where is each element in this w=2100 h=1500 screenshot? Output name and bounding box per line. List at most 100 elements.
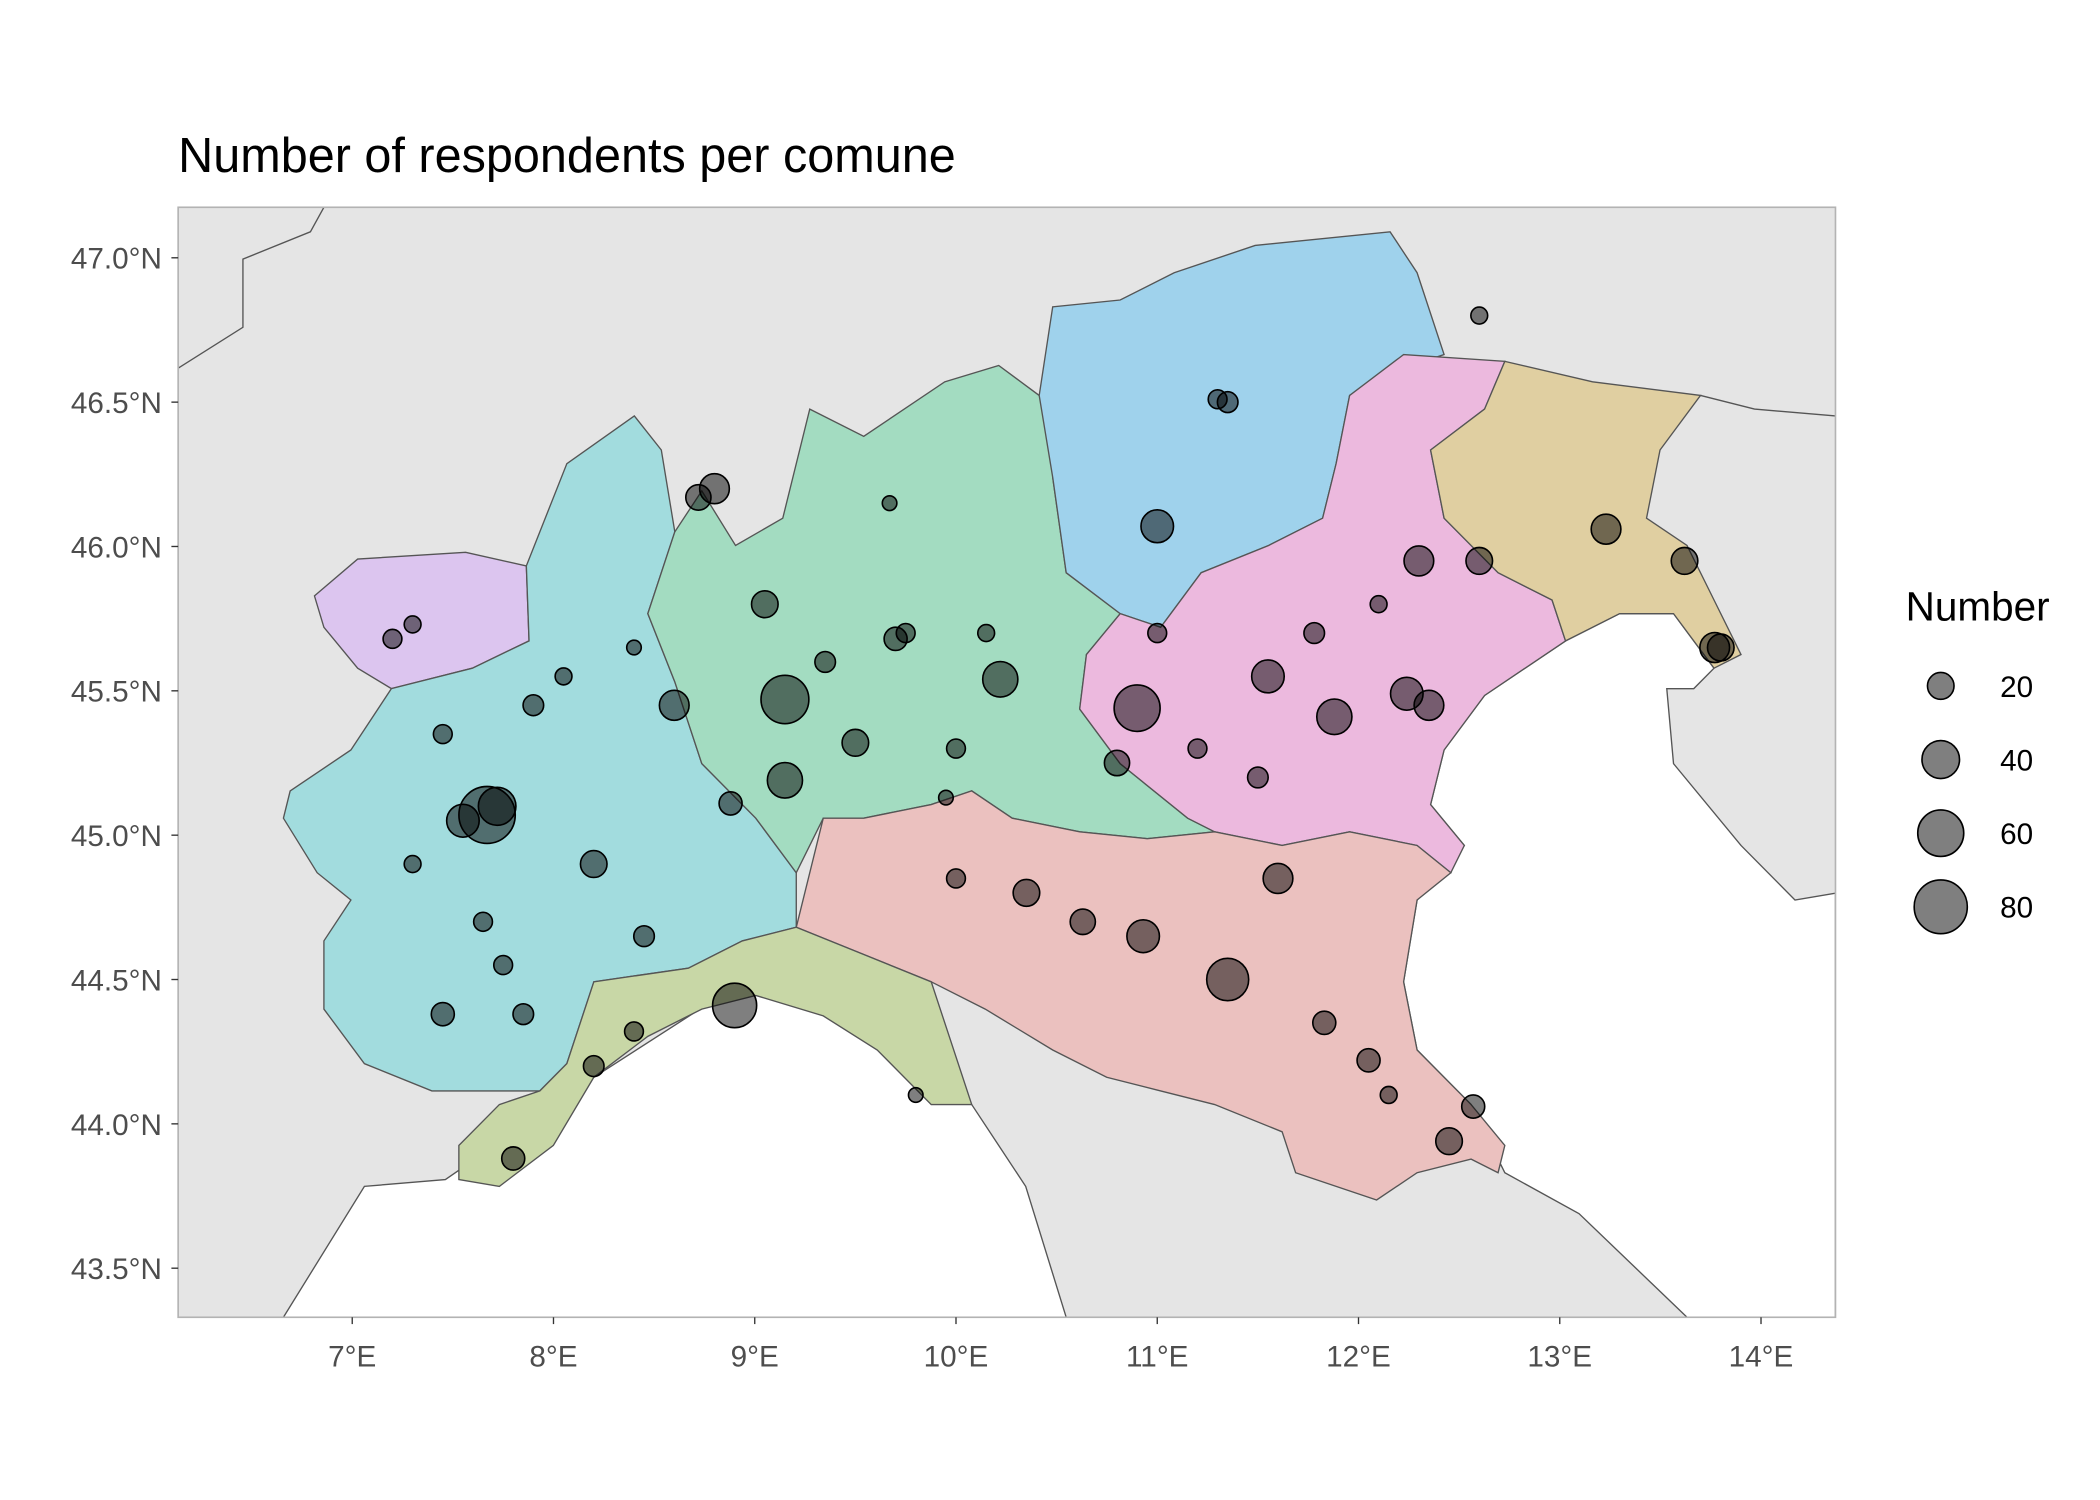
x-tick-label: 8°E [529, 1340, 577, 1373]
respondent-point [1706, 633, 1735, 662]
respondent-point [1670, 546, 1699, 576]
respondent-point [1205, 957, 1250, 1002]
legend-title: Number [1906, 583, 2050, 629]
respondent-point [945, 738, 967, 759]
legend-label: 20 [2000, 671, 2033, 704]
respondent-point [1369, 594, 1388, 614]
legend-key [1926, 671, 1955, 701]
respondent-point [582, 1054, 605, 1078]
respondent-point [500, 1146, 526, 1171]
regions [282, 231, 1742, 1201]
respondent-point [711, 982, 758, 1029]
x-tick-label: 7°E [328, 1340, 376, 1373]
legend-key [1921, 739, 1961, 780]
respondent-point [477, 786, 517, 827]
respondent-point [1465, 546, 1494, 576]
region-friuli [1429, 360, 1742, 670]
respondent-point [1012, 878, 1041, 908]
respondent-point [403, 854, 422, 874]
respondent-point [1147, 622, 1168, 644]
x-tick-label: 14°E [1729, 1340, 1794, 1373]
respondent-point [1311, 1010, 1337, 1036]
respondent-point [492, 954, 514, 976]
chart-title: Number of respondents per comune [178, 129, 956, 183]
respondent-point [1246, 766, 1269, 789]
y-tick-label: 45.5°N [71, 676, 162, 709]
respondent-point [1250, 659, 1286, 694]
respondent-point [1113, 684, 1161, 733]
respondent-point [766, 761, 804, 799]
y-tick-label: 44.0°N [71, 1109, 162, 1142]
legend-label: 40 [2000, 744, 2033, 777]
respondent-point [718, 790, 743, 816]
axes: 7°E 8°E 9°E 10°E 11°E 12°E 13°E 14°E 43.5°N 44.0°… [71, 243, 1793, 1374]
respondent-point [907, 1086, 924, 1104]
respondent-point [1140, 509, 1175, 544]
respondent-point [881, 495, 898, 512]
respondent-point [1315, 698, 1353, 736]
y-tick-label: 46.5°N [71, 387, 162, 420]
respondent-point [976, 623, 996, 643]
respondent-point [1069, 908, 1097, 936]
respondent-point [625, 639, 643, 656]
legend-label: 80 [2000, 892, 2033, 925]
respondent-point [554, 667, 573, 686]
respondent-point [1590, 513, 1622, 545]
respondent-point [623, 1021, 645, 1042]
legend-key [1916, 809, 1965, 858]
respondent-point [632, 924, 656, 948]
respondent-point [1470, 306, 1489, 325]
border-line [1700, 394, 1836, 417]
x-tick-label: 13°E [1527, 1340, 1592, 1373]
respondent-point [1403, 545, 1435, 577]
respondent-point [814, 650, 837, 674]
respondent-point [1187, 738, 1208, 759]
respondent-point [750, 589, 779, 619]
y-tick-label: 47.0°N [71, 243, 162, 276]
legend: Number 20 40 60 80 [1906, 583, 2050, 935]
respondent-point [895, 622, 916, 644]
respondent-point [937, 789, 955, 806]
respondent-point [512, 1002, 535, 1026]
respondent-point [1303, 621, 1326, 645]
x-tick-label: 9°E [731, 1340, 779, 1373]
region-emilia [795, 790, 1506, 1201]
respondent-point [945, 868, 967, 889]
respondent-point [841, 728, 870, 758]
respondent-point [432, 723, 453, 745]
respondent-point [684, 483, 712, 511]
legend-key [1913, 879, 1969, 935]
respondent-point [382, 628, 403, 650]
legend-label: 60 [2000, 818, 2033, 851]
respondent-point [658, 689, 690, 722]
x-tick-label: 10°E [924, 1340, 989, 1373]
respondent-point [1434, 1126, 1464, 1156]
respondent-point [472, 911, 494, 933]
respondent-point [1207, 388, 1228, 410]
respondent-point [981, 660, 1019, 698]
respondent-point [1460, 1094, 1486, 1119]
respondent-point [1103, 749, 1131, 777]
respondent-point [760, 674, 810, 725]
y-tick-label: 45.0°N [71, 820, 162, 853]
y-tick-label: 44.5°N [71, 964, 162, 997]
respondent-point [1413, 689, 1445, 722]
respondent-point [1126, 918, 1161, 954]
respondent-point [403, 615, 422, 634]
y-tick-label: 43.5°N [71, 1253, 162, 1286]
respondent-point [445, 803, 480, 838]
respondent-point [1356, 1047, 1381, 1073]
panel-border [177, 206, 1837, 1319]
x-tick-label: 11°E [1126, 1340, 1188, 1373]
respondent-point [1262, 862, 1294, 895]
points [382, 306, 1735, 1171]
respondent-point [522, 694, 545, 717]
respondent-point [430, 1001, 456, 1027]
border-line [178, 207, 325, 369]
respondent-point [1379, 1085, 1398, 1105]
y-tick-label: 46.0°N [71, 531, 162, 564]
respondent-point [579, 849, 608, 879]
x-tick-label: 12°E [1326, 1340, 1391, 1373]
